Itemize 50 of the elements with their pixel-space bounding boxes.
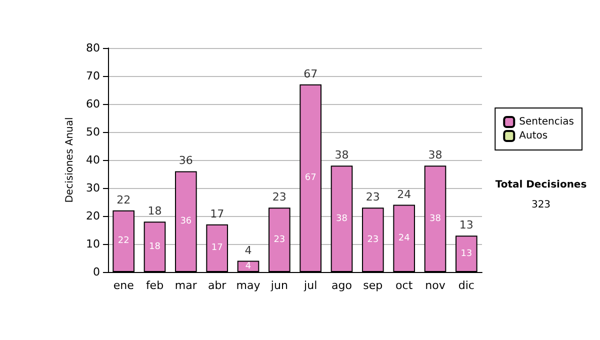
total-label: 13 (459, 218, 474, 232)
data-label: 67 (304, 173, 316, 184)
legend-label: Sentencias (519, 116, 574, 128)
y-tick-label: 30 (86, 182, 100, 194)
data-label: 18 (149, 242, 161, 252)
y-tick-label: 50 (86, 126, 100, 138)
total-label: 67 (304, 67, 318, 80)
x-tick-label: jul (303, 279, 318, 292)
x-tick-label: abr (208, 279, 227, 292)
data-label: 38 (430, 214, 442, 224)
total-label: 38 (334, 148, 349, 162)
total-label: 4 (244, 244, 252, 257)
total-label: 23 (272, 190, 286, 204)
y-tick-label: 20 (86, 210, 100, 222)
y-tick-label: 0 (93, 266, 100, 278)
data-label: 24 (398, 233, 410, 244)
total-label: 38 (428, 148, 442, 162)
total-label: 36 (178, 154, 193, 168)
total-label: 24 (397, 188, 412, 201)
x-tick-label: ago (332, 279, 352, 292)
y-tick-label: 60 (86, 98, 100, 110)
data-label: 22 (118, 236, 130, 246)
total-label: 22 (116, 193, 131, 206)
x-tick-label: jun (270, 279, 288, 292)
x-tick-label: sep (363, 279, 383, 292)
total-label: 18 (148, 204, 162, 218)
data-label: 36 (180, 216, 192, 227)
x-tick-label: feb (146, 279, 164, 292)
data-label: 23 (274, 234, 286, 245)
data-label: 38 (336, 214, 348, 224)
y-tick-label: 40 (86, 154, 100, 166)
x-tick-label: nov (425, 279, 446, 292)
y-tick-label: 70 (86, 70, 100, 82)
data-label: 23 (367, 234, 379, 245)
y-axis-title: Decisiones Anual (64, 117, 76, 203)
legend-label: Autos (519, 130, 548, 142)
x-tick-label: dic (458, 279, 474, 292)
total-label: 23 (366, 190, 380, 204)
y-tick-label: 10 (86, 238, 100, 250)
y-tick-label: 80 (86, 42, 100, 54)
x-tick-label: oct (396, 279, 414, 292)
data-label: 4 (245, 261, 252, 272)
x-tick-label: mar (174, 279, 198, 292)
data-label: 17 (211, 243, 223, 254)
text: 323 (531, 200, 551, 210)
data-label: 13 (460, 248, 472, 259)
x-tick-label: ene (113, 279, 134, 292)
total-label: 17 (210, 207, 224, 220)
text: Total Decisiones (495, 180, 587, 190)
x-tick-label: may (236, 279, 261, 292)
